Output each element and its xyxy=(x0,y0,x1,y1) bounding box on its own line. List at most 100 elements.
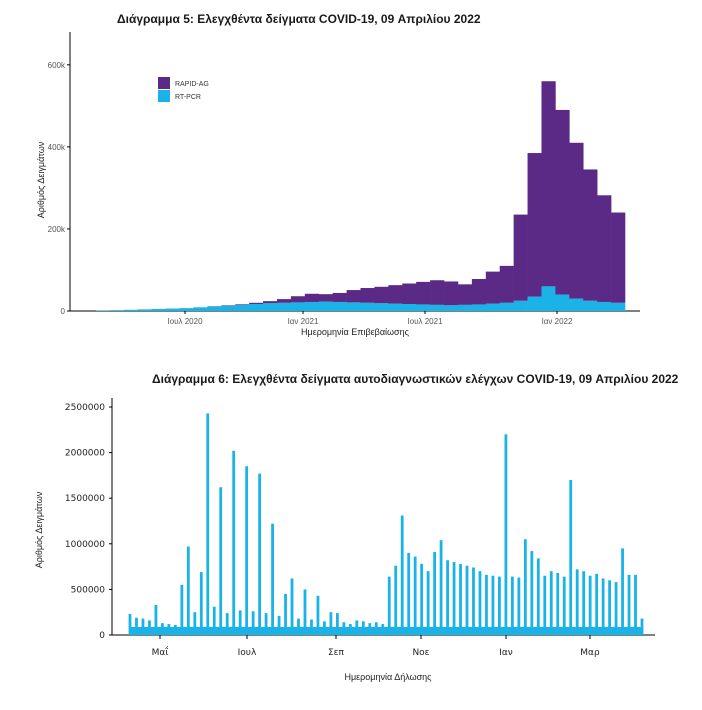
chart-1-bar-rapid-ag xyxy=(263,301,278,304)
chart-1-bar-rapid-ag xyxy=(569,142,584,299)
chart-1-bar-rapid-ag xyxy=(583,169,598,301)
chart-1-bar-rt-pcr xyxy=(346,302,361,311)
chart-1-bar-rt-pcr xyxy=(249,304,264,311)
chart-1-bar-rt-pcr xyxy=(360,302,375,311)
chart-2-bar xyxy=(491,575,495,635)
chart-1-bar-rapid-ag xyxy=(597,195,612,302)
chart-2-bar xyxy=(420,563,424,635)
chart-1-bar-rapid-ag xyxy=(290,296,306,303)
chart-1-x-label: Ημερομηνία Επιβεβαίωσης xyxy=(301,327,410,337)
chart-2-bar xyxy=(582,571,586,635)
chart-1-bar-rapid-ag xyxy=(430,280,445,305)
chart-2-bar xyxy=(329,612,333,635)
chart-1-bar-rapid-ag xyxy=(388,285,403,304)
chart-2-bar xyxy=(510,576,514,635)
chart-2-bar xyxy=(323,621,326,635)
chart-1-bar-rapid-ag xyxy=(457,284,473,305)
chart-1-y-ticks: 0 200k 400k 600k xyxy=(48,61,70,316)
chart-1-bar-rt-pcr xyxy=(388,303,403,311)
chart-2-bar xyxy=(361,621,365,635)
chart-1-bar-rt-pcr xyxy=(374,303,389,311)
chart-2-bar xyxy=(433,552,437,635)
chart-1-bar-rt-pcr xyxy=(597,301,612,311)
chart-1-bar-rt-pcr xyxy=(485,303,501,311)
chart-1-bar-rapid-ag xyxy=(513,214,528,301)
chart-2-bar xyxy=(135,617,138,635)
chart-1-bars xyxy=(96,81,626,311)
chart-2-bar xyxy=(193,612,197,635)
chart-2-bar xyxy=(472,567,475,635)
chart-1-bar-rt-pcr xyxy=(290,302,306,311)
chart-2-bar xyxy=(517,577,521,635)
chart-2-bar xyxy=(381,624,385,635)
chart-1-bar-rt-pcr xyxy=(513,300,528,311)
chart-2-bar xyxy=(608,580,611,635)
chart-2-bar xyxy=(452,562,456,635)
chart-2-bar xyxy=(575,569,579,635)
chart-2-x-ticks: Μαΐ Ιουλ Σεπ Νοε Ιαν Μαρ xyxy=(152,635,600,658)
chart-2-bar xyxy=(180,584,184,635)
legend-swatch-rapid xyxy=(158,77,170,89)
chart-1-bar-rapid-ag xyxy=(276,299,292,303)
chart-2-bar xyxy=(485,574,488,635)
chart-2-bar xyxy=(614,582,618,635)
chart-1-bar-rapid-ag xyxy=(374,286,389,304)
chart-2-baseline-band xyxy=(130,627,642,635)
chart-2-bar xyxy=(232,450,236,635)
chart-2-bar xyxy=(543,575,547,635)
chart-1-bar-rt-pcr xyxy=(416,304,431,311)
chart-2-bar xyxy=(238,610,242,635)
chart-2-x-tick-label: Μαΐ xyxy=(152,646,169,658)
chart-1-bar-rapid-ag xyxy=(304,293,320,302)
chart-1-bar-rt-pcr xyxy=(165,308,180,311)
chart-2-bar xyxy=(407,552,411,635)
chart-1-bar-rt-pcr xyxy=(123,309,139,311)
chart-2-y-tick-label: 1000000 xyxy=(65,540,105,550)
chart-1-bar-rapid-ag xyxy=(402,283,417,305)
chart-2-bar xyxy=(348,624,352,635)
chart-2-bar xyxy=(374,622,378,635)
chart-2-bar xyxy=(206,413,210,635)
chart-2-bar xyxy=(621,548,624,635)
chart-2-bar xyxy=(148,620,151,635)
chart-2-bar xyxy=(355,620,359,635)
chart-2-y-tick-label: 1500000 xyxy=(65,494,105,504)
chart-1-bar-rt-pcr xyxy=(457,304,473,311)
chart-2-bar xyxy=(556,572,560,635)
chart-2-bar xyxy=(335,613,339,635)
chart-2-y-tick-label: 2500000 xyxy=(65,403,105,413)
chart-1-bar-rapid-ag xyxy=(485,271,501,304)
chart-1-bar-rt-pcr xyxy=(527,296,542,311)
chart-2-x-tick-label: Νοε xyxy=(412,648,429,658)
chart-1-bar-rapid-ag xyxy=(444,281,459,306)
chart-2: Διάγραμμα 6: Ελεγχθέντα δείγματα αυτοδια… xyxy=(34,372,679,682)
chart-2-bar xyxy=(595,573,599,635)
chart-2-bar xyxy=(284,593,287,635)
chart-1-bar-rt-pcr xyxy=(569,298,584,311)
chart-2-bar xyxy=(478,571,482,635)
chart-2-bar xyxy=(290,578,294,635)
chart-1-bar-rt-pcr xyxy=(611,302,626,311)
chart-1-y-tick-label: 0 xyxy=(61,307,66,316)
chart-1-bar-rt-pcr xyxy=(402,304,417,311)
chart-2-bar xyxy=(316,595,320,635)
chart-2-bar xyxy=(173,624,177,635)
chart-1-bar-rapid-ag xyxy=(471,278,487,305)
chart-2-bar xyxy=(258,473,262,635)
chart-2-bar xyxy=(523,539,527,635)
chart-2-bar xyxy=(128,614,132,635)
chart-1-bar-rt-pcr xyxy=(151,308,166,311)
chart-2-x-label: Ημερομηνία Δήλωσης xyxy=(344,672,432,682)
chart-2-bar xyxy=(413,556,417,635)
legend-swatch-pcr xyxy=(158,90,170,102)
chart-1-legend: RAPID-AG RT-PCR xyxy=(158,77,209,102)
chart-1-y-tick-label: 200k xyxy=(48,225,66,234)
chart-1-bar-rapid-ag xyxy=(360,288,375,303)
chart-1-bar-rt-pcr xyxy=(555,294,570,311)
chart-1-x-tick-label: Ιουλ 2020 xyxy=(167,317,203,326)
chart-1-title: Διάγραμμα 5: Ελεγχθέντα δείγματα COVID-1… xyxy=(117,12,481,26)
chart-1-bar-rt-pcr xyxy=(541,286,556,311)
chart-2-bar xyxy=(601,578,605,635)
chart-1-bar-rapid-ag xyxy=(611,212,626,303)
